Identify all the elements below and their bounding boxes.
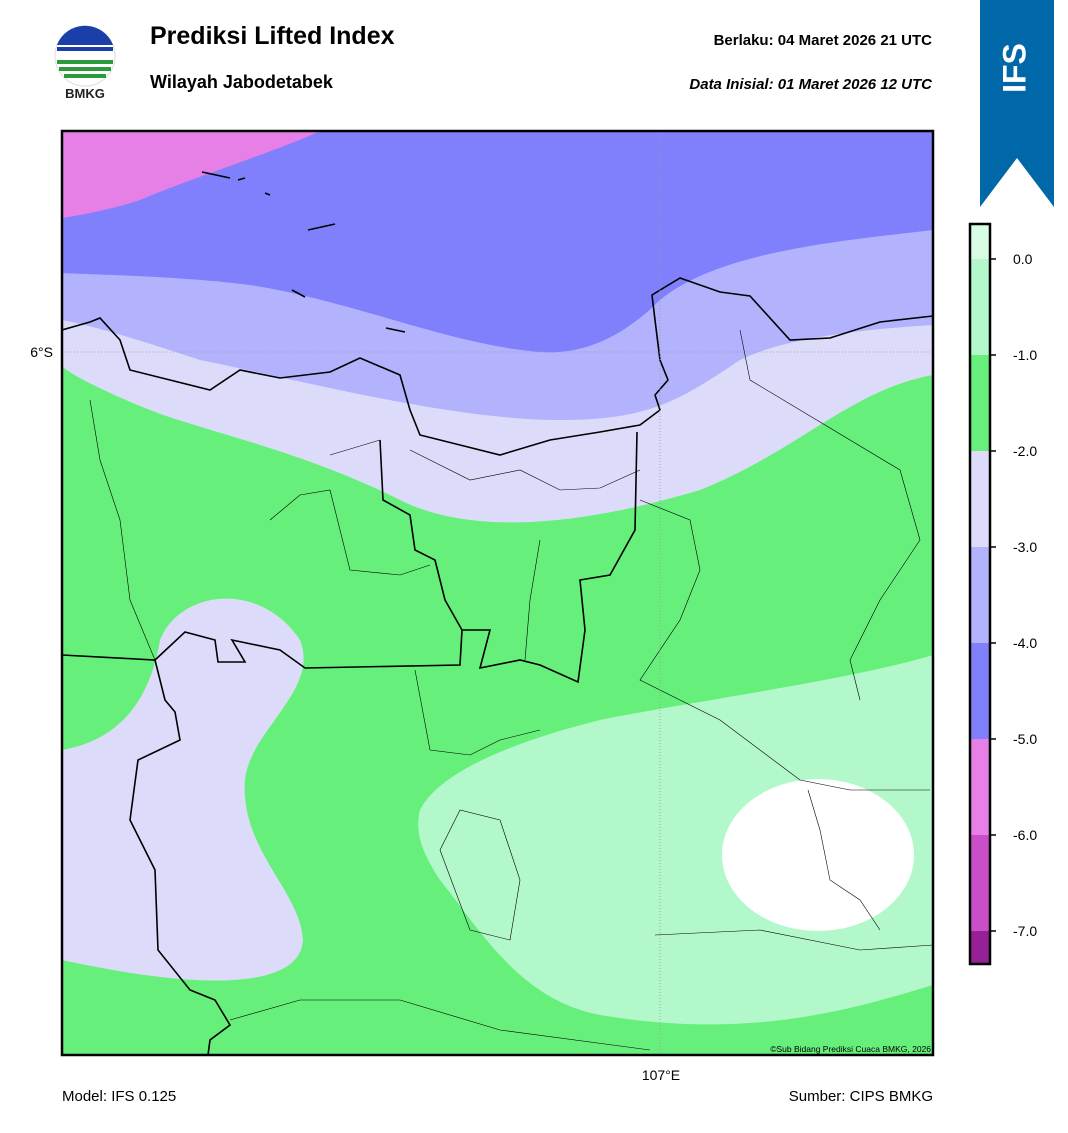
colorbar-tick-label: -5.0 (1013, 731, 1037, 747)
colorbar-tick-label: -4.0 (1013, 635, 1037, 651)
colorbar: 0.0 -1.0 -2.0 -3.0 -4.0 -5.0 -6.0 -7.0 (968, 222, 1037, 966)
colorbar-frame (968, 222, 992, 966)
subtitle: Wilayah Jabodetabek (150, 72, 334, 92)
init-time: Data Inisial: 01 Maret 2026 12 UTC (689, 76, 933, 93)
colorbar-tick-label: -2.0 (1013, 443, 1037, 459)
colorbar-segment (970, 835, 990, 931)
colorbar-segment (970, 224, 990, 259)
colorbar-segment (970, 451, 990, 547)
map: ©Sub Bidang Prediksi Cuaca BMKG, 2026 (62, 131, 933, 1055)
colorbar-tick-label: -1.0 (1013, 347, 1037, 363)
model-label: Model: IFS 0.125 (62, 1088, 176, 1105)
logo-text: BMKG (65, 86, 105, 101)
colorbar-tick-label: -6.0 (1013, 827, 1037, 843)
colorbar-segment (970, 643, 990, 739)
colorbar-tick-label: -7.0 (1013, 923, 1037, 939)
colorbar-segment (970, 739, 990, 835)
logo: BMKG (54, 25, 116, 101)
source-label: Sumber: CIPS BMKG (789, 1088, 933, 1105)
colorbar-segment (970, 931, 990, 964)
map-frame (60, 129, 935, 1057)
banner-text: IFS (996, 43, 1032, 93)
colorbar-segment (970, 259, 990, 355)
title: Prediksi Lifted Index (150, 22, 395, 50)
lat-label: 6°S (30, 344, 53, 360)
colorbar-segment (970, 547, 990, 643)
valid-time: Berlaku: 04 Maret 2026 21 UTC (714, 32, 933, 49)
colorbar-tick-label: 0.0 (1013, 251, 1033, 267)
model-banner: IFS (980, 0, 1054, 207)
colorbar-segment (970, 355, 990, 451)
colorbar-tick-label: -3.0 (1013, 539, 1037, 555)
credit: ©Sub Bidang Prediksi Cuaca BMKG, 2026 (770, 1044, 931, 1054)
lon-label: 107°E (642, 1067, 680, 1083)
